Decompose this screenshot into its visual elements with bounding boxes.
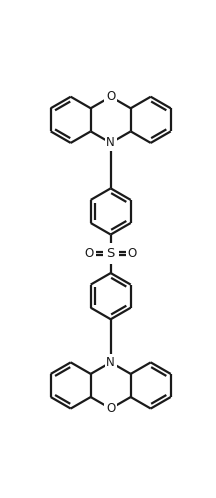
Text: O: O [106, 90, 115, 103]
Text: N: N [106, 356, 115, 369]
Text: O: O [128, 248, 137, 260]
Text: S: S [106, 248, 115, 260]
Text: O: O [84, 248, 94, 260]
Text: N: N [106, 136, 115, 149]
Text: O: O [106, 402, 115, 415]
